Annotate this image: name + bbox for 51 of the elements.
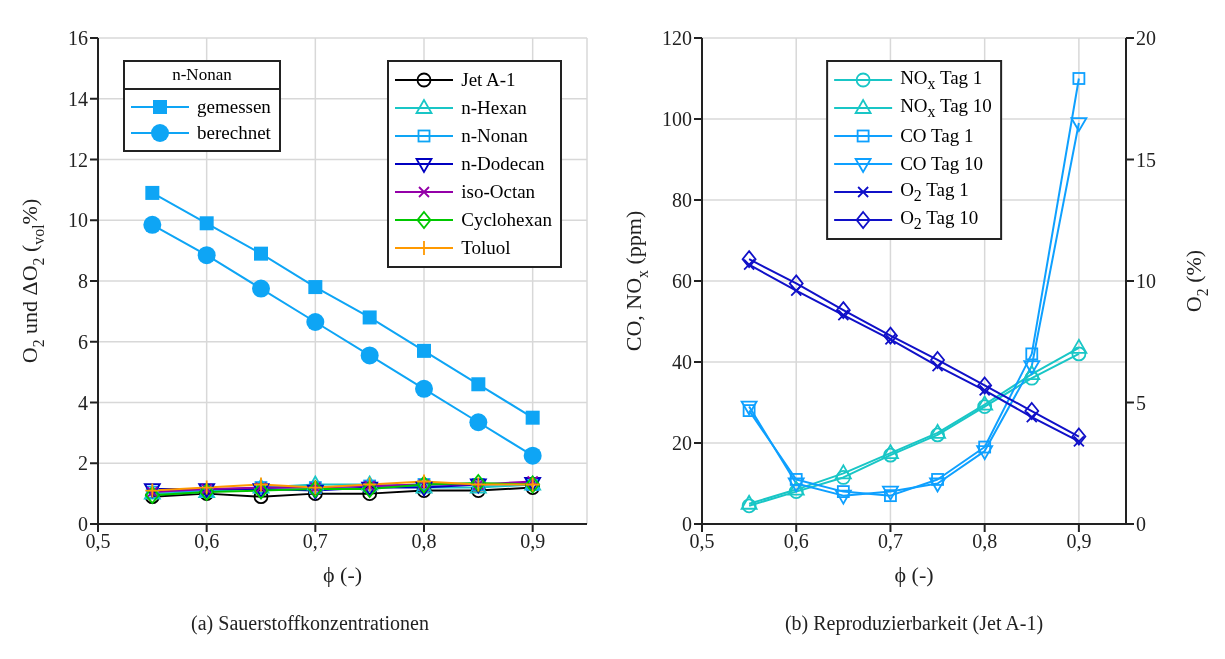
legend-label: NO$_{x}$ Tag 10	[900, 95, 992, 121]
legend-label: n-Dodecan	[461, 153, 545, 175]
legend-label: O$_{2}$ Tag 10	[900, 207, 979, 233]
y2-tick-label: 5	[1136, 391, 1146, 414]
x-axis-title: ϕ (-)	[322, 562, 363, 587]
y-tick-label: 4	[78, 391, 88, 414]
legend-label: NO$_{x}$ Tag 1	[900, 67, 983, 93]
y-tick-label: 120	[662, 27, 692, 50]
y-tick-label: 0	[78, 513, 88, 536]
y-tick-label: 60	[672, 270, 692, 293]
y2-tick-label: 10	[1136, 270, 1156, 293]
y-tick-label: 2	[78, 452, 88, 475]
legend-label: CO Tag 1	[900, 125, 974, 147]
x-tick-label: 0,6	[194, 530, 220, 553]
y-tick-label: 6	[78, 330, 88, 353]
x-tick-label: 0,8	[411, 530, 437, 553]
x-tick-label: 0,7	[877, 530, 903, 553]
x-tick-label: 0,5	[85, 530, 111, 553]
y2-tick-label: 0	[1136, 513, 1146, 536]
y-tick-label: 14	[68, 87, 88, 110]
legend-label: gemessen	[197, 96, 271, 118]
text: (b) Reproduzierbarkeit (Jet A-1)	[783, 612, 1045, 635]
legend-label: n-Nonan	[461, 125, 528, 147]
y-tick-label: 8	[78, 270, 88, 293]
legend-label: O$_{2}$ Tag 1	[900, 179, 969, 205]
legend-label: berechnet	[197, 122, 271, 144]
text: (a) Sauerstoffkonzentrationen	[190, 612, 430, 635]
y2-tick-label: 15	[1136, 148, 1156, 171]
legend-label: CO Tag 10	[900, 153, 983, 175]
y-tick-label: 80	[672, 189, 692, 212]
legend-label: iso-Octan	[461, 181, 536, 203]
x-tick-label: 0,7	[302, 530, 328, 553]
y-tick-label: 100	[662, 108, 692, 131]
y-tick-label: 16	[68, 27, 88, 50]
x-tick-label: 0,8	[972, 530, 998, 553]
x-axis-title: ϕ (-)	[894, 562, 934, 587]
legend-label: Jet A-1	[461, 69, 516, 91]
legend-label: Cyclohexan	[461, 209, 552, 231]
x-tick-label: 0,9	[1066, 530, 1092, 553]
y-tick-label: 12	[68, 148, 88, 171]
y2-tick-label: 20	[1136, 27, 1156, 50]
x-tick-label: 0,5	[689, 530, 715, 553]
legend-label: Toluol	[461, 237, 511, 259]
x-tick-label: 0,6	[783, 530, 809, 553]
legend-title: n-Nonan	[125, 62, 279, 90]
x-tick-label: 0,9	[520, 530, 546, 553]
y-tick-label: 0	[682, 513, 692, 536]
y-tick-label: 40	[672, 351, 692, 374]
y-tick-label: 20	[672, 432, 692, 455]
legend-label: n-Hexan	[461, 97, 527, 119]
y-tick-label: 10	[68, 209, 88, 232]
